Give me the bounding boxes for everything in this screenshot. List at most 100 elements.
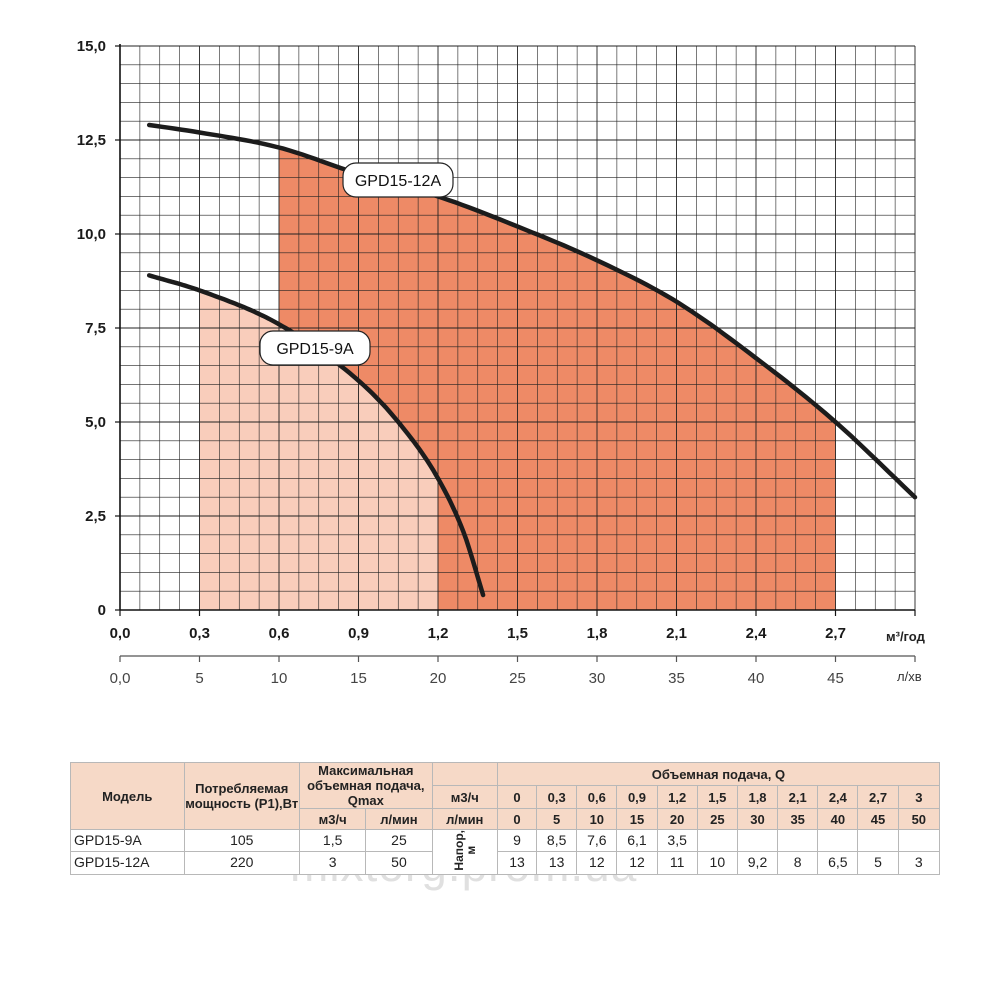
model-cell: GPD15-12A <box>70 851 185 875</box>
head-value-cell <box>857 828 899 853</box>
x2-tick-label: 35 <box>668 670 685 687</box>
x2-tick-label: 0,0 <box>110 670 131 687</box>
flow-lmin-header: 20 <box>656 808 698 830</box>
header-power: Потребляемая мощность (P1),Вт <box>183 762 301 830</box>
qmax-m3-cell: 3 <box>299 851 367 875</box>
flow-lmin-header: 25 <box>696 808 738 830</box>
x2-tick-label: 30 <box>589 670 606 687</box>
header-model: Модель <box>70 762 185 830</box>
qmax-lmin-cell: 25 <box>365 828 433 853</box>
head-value-cell: 5 <box>857 851 899 875</box>
table-row: GPD15-9A 105 1,5 25 Напор, м 9 8,5 7,6 6,1 3,5 <box>70 828 941 875</box>
callout-gpd15-9a-label: GPD15-9A <box>276 341 354 358</box>
head-value-cell <box>897 828 941 853</box>
x-tick-label: 1,2 <box>428 625 449 642</box>
head-value-cell: 8,5 <box>536 828 578 853</box>
flow-lmin-header: 50 <box>897 808 941 830</box>
y-tick-label: 7,5 <box>85 320 106 337</box>
head-value-cell: 13 <box>496 851 538 875</box>
head-value-cell: 8 <box>777 851 819 875</box>
x-tick-label: 1,5 <box>507 625 528 642</box>
head-value-cell: 13 <box>536 851 578 875</box>
x-tick-label: 0,6 <box>269 625 290 642</box>
flow-m3-header: 2,4 <box>817 785 859 809</box>
head-value-cell: 6,1 <box>616 828 658 853</box>
flow-m3-header: 1,2 <box>656 785 698 809</box>
x-tick-label: 1,8 <box>587 625 608 642</box>
head-value-cell: 12 <box>616 851 658 875</box>
power-cell: 105 <box>183 828 301 853</box>
x2-tick-label: 15 <box>350 670 367 687</box>
flow-lmin-header: 30 <box>736 808 779 830</box>
x-tick-label: 0,9 <box>348 625 369 642</box>
x2-tick-label: 45 <box>827 670 844 687</box>
flow-lmin-header: 35 <box>777 808 819 830</box>
tick-labels: 0 2,5 5,0 7,5 10,0 12,5 15,0 0,0 0,3 0,6 0,9 1,2 1,5… <box>77 38 846 687</box>
y-tick-label: 15,0 <box>77 38 106 55</box>
head-value-cell <box>736 828 779 853</box>
x-axis-unit-lmin: л/хв <box>897 669 922 684</box>
flow-m3-header: 0 <box>496 785 538 809</box>
x2-tick-label: 40 <box>748 670 765 687</box>
y-tick-label: 5,0 <box>85 414 106 431</box>
x-tick-label: 0,0 <box>110 625 131 642</box>
flow-m3-header: 3 <box>897 785 941 809</box>
x2-tick-label: 10 <box>271 670 288 687</box>
x2-tick-label: 20 <box>430 670 447 687</box>
flow-lmin-header: 10 <box>576 808 618 830</box>
header-qmax-m3: м3/ч <box>299 808 367 830</box>
flow-lmin-header: 15 <box>616 808 658 830</box>
head-value-cell: 12 <box>576 851 618 875</box>
head-value-cell <box>696 828 738 853</box>
head-value-cell: 3 <box>897 851 941 875</box>
flow-m3-header: 1,5 <box>696 785 738 809</box>
flow-m3-header: 0,6 <box>576 785 618 809</box>
flow-m3-header: 2,1 <box>777 785 819 809</box>
head-label-cell: Напор, м <box>431 829 498 875</box>
power-cell: 220 <box>183 851 301 875</box>
header-qmax-lmin: л/мин <box>365 808 433 830</box>
flow-lmin-header: 0 <box>496 808 538 830</box>
header-flow-corner <box>431 762 498 786</box>
flow-m3-header: 0,3 <box>536 785 578 809</box>
pump-performance-chart: 0 2,5 5,0 7,5 10,0 12,5 15,0 0,0 0,3 0,6 0,9 1,2 1,5… <box>77 38 926 687</box>
y-tick-label: 12,5 <box>77 132 106 149</box>
x-tick-label: 2,4 <box>746 625 768 642</box>
table-row: GPD15-12A 220 3 50 13 13 12 12 11 10 9,2 8 6,5 5 3 <box>70 851 941 875</box>
flow-m3-header: 2,7 <box>857 785 899 809</box>
y-tick-label: 2,5 <box>85 508 106 525</box>
x-axis-unit-m3: м³/год <box>886 629 926 644</box>
head-value-cell: 3,5 <box>656 828 698 853</box>
chart-axes <box>115 44 916 662</box>
head-value-cell: 9 <box>496 828 538 853</box>
head-label: Напор, м <box>451 830 478 871</box>
head-value-cell: 7,6 <box>576 828 618 853</box>
header-row-lmin: л/мин <box>431 808 498 830</box>
callout-gpd15-12a-label: GPD15-12A <box>355 173 442 190</box>
x2-tick-label: 5 <box>195 670 203 687</box>
header-flow: Объемная подача, Q <box>496 762 941 786</box>
head-value-cell <box>817 828 859 853</box>
curve-gpd15-12a <box>146 122 918 500</box>
head-value-cell: 11 <box>656 851 698 875</box>
header-qmax: Максимальная объемная подача, Qmax <box>299 762 433 809</box>
head-value-cell <box>777 828 819 853</box>
x-tick-label: 2,7 <box>825 625 846 642</box>
y-tick-label: 0 <box>98 602 106 619</box>
head-value-cell: 10 <box>696 851 738 875</box>
flow-lmin-header: 5 <box>536 808 578 830</box>
header-row-m3: м3/ч <box>431 785 498 809</box>
flow-lmin-header: 40 <box>817 808 859 830</box>
flow-lmin-header: 45 <box>857 808 899 830</box>
callout-gpd15-9a: GPD15-9A <box>259 330 371 366</box>
y-tick-label: 10,0 <box>77 226 106 243</box>
model-cell: GPD15-9A <box>70 828 185 853</box>
qmax-m3-cell: 1,5 <box>299 828 367 853</box>
head-value-cell: 9,2 <box>736 851 779 875</box>
qmax-lmin-cell: 50 <box>365 851 433 875</box>
chart-grid <box>119 45 916 611</box>
head-value-cell: 6,5 <box>817 851 859 875</box>
x-tick-label: 2,1 <box>666 625 687 642</box>
callout-gpd15-12a: GPD15-12A <box>342 162 454 198</box>
spec-table: Модель Потребляемая мощность (P1),Вт Мак… <box>70 762 941 875</box>
